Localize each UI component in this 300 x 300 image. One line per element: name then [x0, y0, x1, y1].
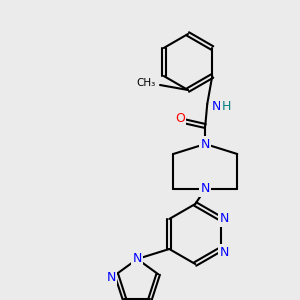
Text: N: N	[212, 100, 221, 112]
Text: N: N	[220, 212, 229, 226]
Text: N: N	[201, 137, 210, 151]
Text: N: N	[133, 253, 142, 266]
Text: O: O	[145, 79, 155, 92]
Text: N: N	[220, 245, 229, 259]
Text: N: N	[107, 271, 116, 284]
Text: O: O	[175, 112, 185, 124]
Text: N: N	[201, 182, 210, 196]
Text: CH₃: CH₃	[136, 78, 155, 88]
Text: H: H	[222, 100, 231, 112]
